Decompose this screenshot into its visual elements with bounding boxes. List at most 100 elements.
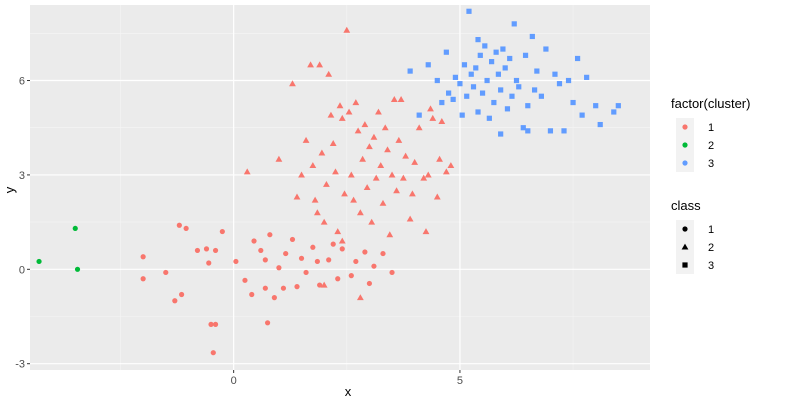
data-point [338, 237, 346, 244]
color-legend: factor(cluster) 1 2 3 [671, 96, 750, 172]
data-point [289, 80, 296, 87]
data-point [452, 74, 459, 80]
data-point [416, 112, 422, 118]
data-point [495, 71, 501, 77]
data-point [366, 280, 373, 287]
data-point [384, 146, 391, 153]
data-point [565, 77, 572, 84]
x-tick-label: 5 [457, 375, 463, 387]
y-tick-label: 3 [19, 170, 25, 182]
legend-key-marker [682, 142, 688, 148]
panel-background [30, 5, 650, 370]
data-point [325, 70, 333, 77]
data-point [415, 124, 423, 131]
data-point [509, 93, 515, 99]
data-point [407, 68, 413, 74]
data-point [457, 81, 463, 87]
data-point [341, 190, 348, 197]
data-point [298, 255, 305, 261]
data-point [427, 105, 434, 112]
data-point [447, 162, 455, 169]
data-point [313, 209, 321, 216]
data-point [470, 84, 477, 90]
data-point [293, 193, 301, 200]
data-point [361, 121, 369, 128]
data-point [375, 108, 382, 115]
data-point [176, 222, 182, 228]
data-point [339, 246, 345, 252]
data-point [429, 114, 437, 121]
data-point [525, 103, 531, 109]
data-point [411, 158, 419, 165]
data-point [262, 257, 268, 263]
data-point [203, 246, 210, 252]
data-point [289, 236, 296, 243]
data-point [233, 258, 239, 265]
data-point [388, 171, 396, 178]
data-point [212, 247, 219, 254]
data-point [258, 247, 264, 254]
data-point [466, 8, 472, 14]
data-point [276, 265, 282, 271]
legend-key-marker [682, 124, 688, 130]
data-point [593, 103, 599, 109]
y-tick-label: -3 [15, 359, 25, 371]
data-point [366, 143, 373, 150]
data-point [420, 174, 428, 181]
data-point [330, 241, 336, 247]
data-point [597, 121, 603, 128]
legend-key-marker [682, 262, 688, 268]
data-point [473, 65, 479, 71]
data-point [280, 285, 287, 291]
data-point [316, 61, 324, 68]
data-point [210, 350, 216, 356]
data-point [556, 81, 563, 87]
data-point [243, 168, 251, 175]
data-point [356, 294, 364, 301]
data-point [438, 118, 446, 124]
data-point [370, 133, 378, 140]
data-point [493, 49, 499, 55]
data-point [424, 171, 432, 178]
data-point [389, 269, 395, 276]
data-point [352, 99, 360, 106]
data-point [356, 209, 364, 216]
data-point [140, 254, 146, 260]
data-point [531, 87, 538, 93]
data-point [464, 93, 470, 99]
data-point [208, 321, 214, 327]
data-point [446, 90, 452, 96]
data-point [140, 276, 146, 282]
legend-label: 1 [708, 122, 714, 134]
data-point [459, 112, 465, 118]
data-point [498, 87, 504, 93]
data-point [251, 238, 257, 244]
data-point [309, 162, 317, 169]
data-point [354, 127, 362, 134]
data-point [547, 128, 554, 134]
data-point [574, 55, 581, 62]
data-point [72, 225, 78, 232]
data-point [267, 232, 273, 238]
data-point [395, 136, 403, 143]
data-point [317, 282, 323, 288]
legend-label: 1 [708, 224, 714, 236]
data-point [477, 52, 483, 58]
data-point [332, 168, 339, 175]
data-point [475, 37, 481, 43]
data-point [212, 321, 219, 327]
legend-label: 3 [708, 260, 714, 272]
y-tick-label: 6 [19, 76, 25, 88]
data-point [516, 84, 522, 90]
data-point [525, 128, 531, 134]
legend-key-marker [682, 160, 688, 166]
data-point [442, 168, 450, 175]
color-legend-title: factor(cluster) [671, 96, 750, 111]
data-point [275, 155, 283, 162]
x-axis-title: x [345, 384, 352, 399]
data-point [379, 199, 387, 206]
data-point [320, 218, 328, 225]
data-point [353, 258, 359, 265]
x-tick-label: 0 [231, 375, 237, 387]
